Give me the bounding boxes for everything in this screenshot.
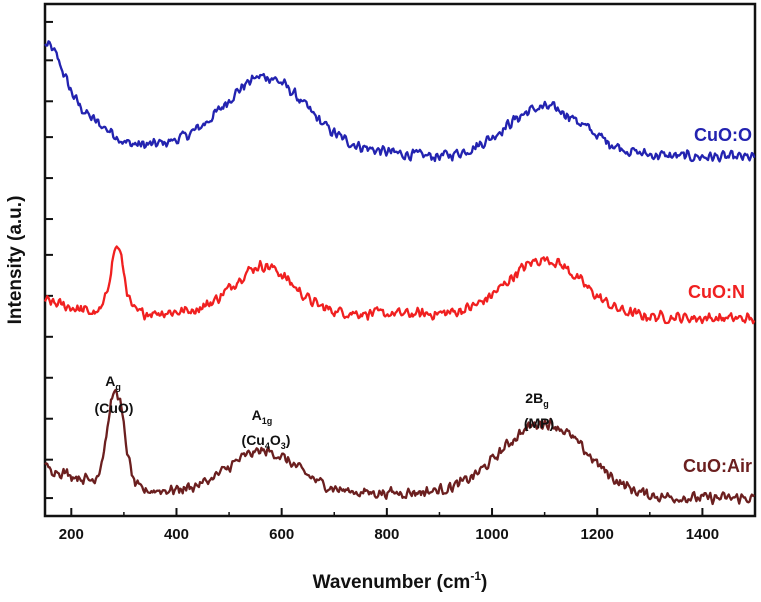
peak-2bg-subscript: g xyxy=(543,399,549,409)
series-lines xyxy=(43,40,756,506)
peak-a1g-subscript: 1g xyxy=(262,416,273,426)
y-axis-title: Intensity (a.u.) xyxy=(5,196,26,325)
svg-text:(Cu4O3): (Cu4O3) xyxy=(242,432,291,451)
peak-2bg-symbol: 2B xyxy=(525,390,543,406)
peak-ag-assignment: (CuO) xyxy=(95,400,134,416)
peak-annotation-ag: Ag (CuO) xyxy=(95,373,134,416)
x-tick-label-400: 400 xyxy=(164,526,189,543)
x-axis-title-text: Wavenumber (cm xyxy=(313,572,471,593)
x-tick-label-1000: 1000 xyxy=(475,526,508,543)
peak-a1g-o: O xyxy=(270,432,281,448)
svg-text:Ag: Ag xyxy=(105,373,121,392)
series-line-cuo-n xyxy=(43,245,756,325)
x-tick-label-800: 800 xyxy=(374,526,399,543)
series-line-cuo-air xyxy=(44,388,755,506)
series-line-cuo-o xyxy=(44,40,756,163)
peak-2bg-assignment: (MP) xyxy=(524,415,554,431)
peak-a1g-sub-3: 3 xyxy=(281,441,286,451)
svg-text:A1g: A1g xyxy=(252,407,273,426)
x-tick-label-1200: 1200 xyxy=(581,526,614,543)
svg-text:2Bg: 2Bg xyxy=(525,390,548,409)
peak-annotation-a1g: A1g (Cu4O3) xyxy=(242,407,291,451)
peak-annotation-2bg: 2Bg (MP) xyxy=(524,390,554,431)
series-label-cuo-o: CuO:O xyxy=(694,125,752,145)
x-tick-label-1400: 1400 xyxy=(686,526,719,543)
series-label-cuo-air: CuO:Air xyxy=(683,456,752,476)
peak-a1g-cu: (Cu xyxy=(242,432,265,448)
x-tick-label-200: 200 xyxy=(59,526,84,543)
peak-ag-subscript: g xyxy=(115,382,121,392)
peak-a1g-close: ) xyxy=(286,432,291,448)
x-axis-ticks: 200 400 600 800 1000 1200 1400 xyxy=(59,508,719,543)
peak-ag-symbol: A xyxy=(105,373,115,389)
x-axis-title-close: ) xyxy=(481,572,487,593)
peak-a1g-symbol: A xyxy=(252,407,262,423)
x-tick-label-600: 600 xyxy=(269,526,294,543)
series-label-cuo-n: CuO:N xyxy=(688,282,745,302)
peak-a1g-sub-4: 4 xyxy=(265,441,270,451)
x-axis-title: Wavenumber (cm-1) xyxy=(313,569,488,593)
plot-area-frame xyxy=(43,2,757,518)
x-axis-title-superscript: -1 xyxy=(470,569,481,583)
